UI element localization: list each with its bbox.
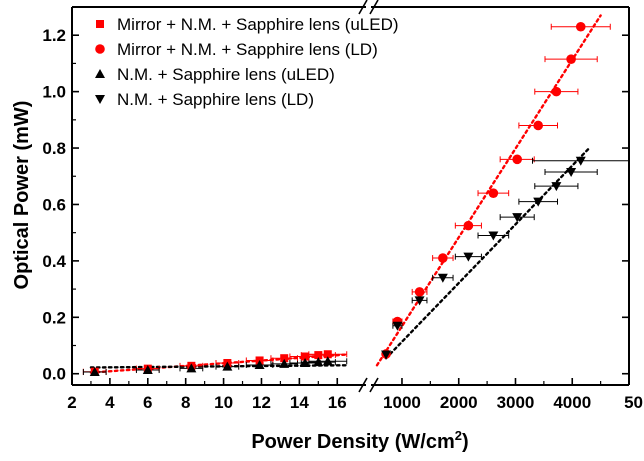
- legend-label: N.M. + Sapphire lens (uLED): [117, 65, 335, 84]
- data-point: [463, 252, 474, 262]
- axis-break: [358, 0, 379, 393]
- data-point: [512, 213, 523, 223]
- y-axis-ticks: 0.0 0.2 0.4 0.6 0.8 1.0 1.2: [42, 6, 629, 384]
- data-point: [314, 351, 323, 360]
- data-point: [381, 350, 392, 360]
- x-tick-label: 6: [143, 393, 152, 412]
- data-point: [186, 363, 197, 373]
- data-point: [300, 357, 311, 367]
- data-point: [392, 321, 403, 331]
- legend-label: Mirror + N.M. + Sapphire lens (LD): [117, 40, 378, 59]
- y-tick-label: 1.2: [42, 26, 66, 45]
- data-point: [533, 120, 543, 131]
- data-point: [89, 367, 100, 377]
- x-tick-label: 14: [290, 393, 309, 412]
- legend-marker: [95, 44, 105, 54]
- data-point: [512, 154, 522, 165]
- x-tick-label: 3000: [497, 393, 535, 412]
- data-point: [313, 357, 324, 367]
- data-point: [575, 21, 586, 32]
- data-point: [254, 359, 265, 369]
- y-tick-label: 0.4: [42, 252, 66, 271]
- x-axis-ticks: 2 4 6 8 10 12 14 16 1000 2000 3000 4000 50: [67, 378, 643, 412]
- data-point: [437, 273, 448, 283]
- legend-marker: [96, 20, 104, 28]
- data-point: [551, 182, 562, 192]
- data-markers: [89, 21, 586, 377]
- x-tick-label: 1000: [383, 393, 421, 412]
- legend-label: N.M. + Sapphire lens (LD): [117, 90, 314, 109]
- legend-label: Mirror + N.M. + Sapphire lens (uLED): [117, 15, 399, 34]
- x-tick-label: 10: [214, 393, 233, 412]
- plot-frame: [71, 6, 630, 386]
- legend-marker: [95, 69, 105, 78]
- data-point: [414, 287, 425, 297]
- x-tick-label: 4: [105, 393, 115, 412]
- x-tick-label: 2: [67, 393, 76, 412]
- axis-break-mark: [369, 0, 379, 15]
- data-point: [551, 86, 562, 97]
- data-point: [488, 188, 499, 198]
- data-point: [438, 253, 448, 263]
- y-tick-label: 0.6: [42, 195, 66, 214]
- axis-break-mark: [358, 377, 368, 393]
- y-tick-label: 0.0: [42, 365, 66, 384]
- data-point: [533, 197, 544, 207]
- data-point: [279, 358, 290, 368]
- legend-marker: [95, 95, 105, 104]
- data-point: [322, 356, 333, 366]
- data-point: [575, 156, 586, 166]
- data-point: [142, 365, 153, 375]
- x-tick-label: 8: [181, 393, 190, 412]
- data-point: [414, 296, 425, 306]
- data-point: [566, 54, 576, 64]
- data-point: [222, 361, 233, 371]
- x-tick-label: 12: [252, 393, 271, 412]
- y-tick-label: 0.8: [42, 139, 66, 158]
- x-tick-label: 50: [624, 393, 643, 412]
- data-point: [280, 354, 289, 363]
- y-tick-label: 1.0: [42, 83, 66, 102]
- x-tick-label: 4000: [553, 393, 591, 412]
- fit-line: [384, 146, 591, 360]
- data-point: [463, 220, 474, 231]
- data-point: [488, 231, 499, 241]
- x-tick-label: 2000: [440, 393, 478, 412]
- data-point: [301, 352, 310, 361]
- legend: Mirror + N.M. + Sapphire lens (uLED) Mirr…: [95, 15, 399, 109]
- y-axis-title: Optical Power (mW): [11, 101, 33, 290]
- x-tick-label: 16: [328, 393, 347, 412]
- data-point: [323, 350, 332, 359]
- fit-line: [375, 14, 602, 367]
- data-point: [566, 168, 577, 178]
- x-axis-title: Power Density (W/cm2): [251, 428, 468, 453]
- y-tick-label: 0.2: [42, 308, 66, 327]
- axis-break-mark: [358, 0, 368, 15]
- axis-break-mark: [369, 377, 379, 393]
